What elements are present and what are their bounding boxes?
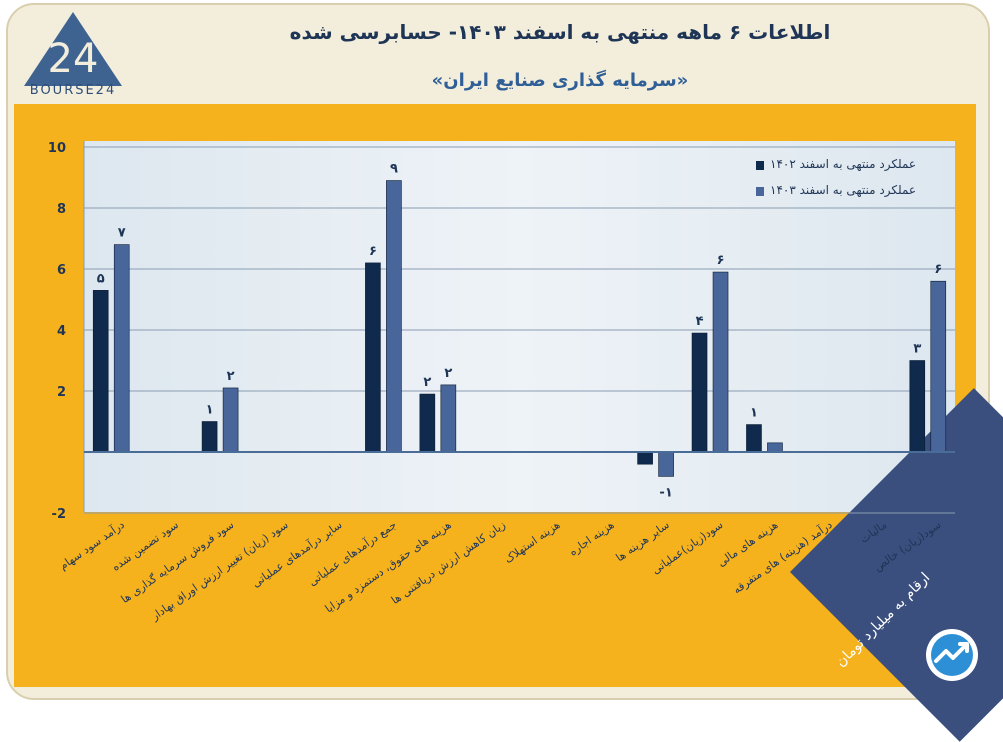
data-label: ۱: [750, 406, 758, 421]
bar-1402: [637, 451, 653, 465]
bar-1402: [201, 421, 218, 453]
data-label: ۶: [934, 262, 942, 277]
bar-1403: [930, 280, 947, 453]
y-tick-label: 6: [57, 263, 66, 278]
data-label: ۷: [118, 226, 126, 241]
bar-1402: [691, 332, 708, 453]
legend-swatch: [756, 187, 764, 196]
data-label: ۶: [369, 244, 377, 259]
data-label: ۴: [696, 314, 704, 329]
y-tick-label: 2: [57, 385, 66, 400]
bar-1402: [365, 262, 381, 453]
bar-1402: [92, 290, 109, 453]
data-label: ۵: [97, 271, 105, 286]
svg-text:24: 24: [48, 36, 99, 82]
legend-entry: عملکرد منتهی به اسفند ۱۴۰۲: [770, 157, 917, 171]
logo-text: BOURSE24: [29, 83, 117, 98]
y-tick-label: 8: [57, 202, 66, 217]
bar-1403: [386, 180, 402, 453]
bar-1403: [222, 387, 239, 453]
company-subtitle: «سرمایه گذاری صنایع ایران»: [431, 70, 689, 91]
bar-1403: [113, 244, 130, 453]
legend-entry: عملکرد منتهی به اسفند ۱۴۰۳: [770, 183, 917, 197]
bar-1403: [440, 384, 457, 453]
data-label: ۲: [423, 375, 431, 390]
bar-1403: [767, 442, 783, 453]
legend-swatch: [756, 161, 764, 170]
data-label: ۶: [717, 253, 725, 268]
y-tick-label: 4: [57, 324, 66, 339]
bar-1403: [658, 451, 674, 477]
page-title: اطلاعات ۶ ماهه منتهی به اسفند ۱۴۰۳- حساب…: [289, 20, 831, 44]
data-label: -۱: [659, 485, 672, 500]
data-label: ۲: [444, 366, 452, 381]
bar-1402: [909, 360, 926, 453]
data-label: ۳: [913, 342, 921, 357]
data-label: ۹: [390, 162, 398, 177]
bar-1402: [419, 393, 436, 453]
bourse24-logo: 24: [24, 12, 122, 86]
bar-1403: [712, 271, 729, 453]
bar-1402: [746, 424, 762, 453]
y-tick-label: -2: [52, 507, 66, 522]
y-tick-label: 10: [48, 141, 66, 156]
data-label: ۲: [227, 369, 235, 384]
trend-arrow-icon: [926, 629, 978, 681]
data-label: ۱: [206, 403, 214, 418]
